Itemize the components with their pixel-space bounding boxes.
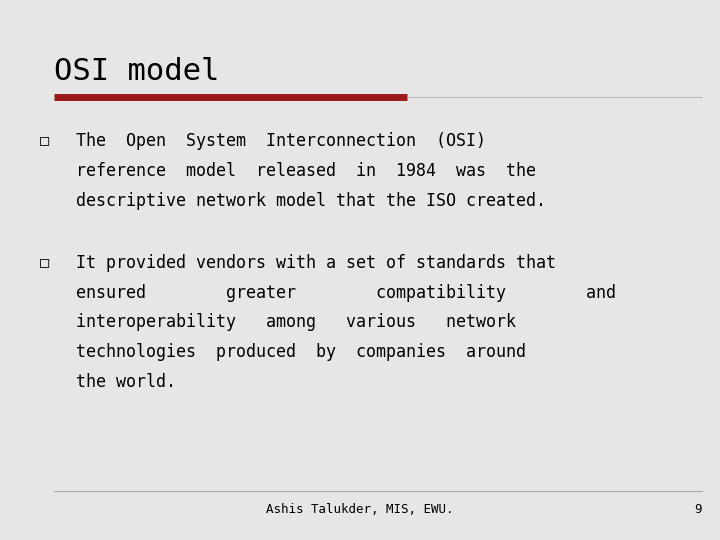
Text: 9: 9: [695, 503, 702, 516]
Text: the world.: the world.: [76, 373, 176, 390]
Text: ensured        greater        compatibility        and: ensured greater compatibility and: [76, 284, 616, 301]
Text: □: □: [40, 254, 49, 269]
Text: reference  model  released  in  1984  was  the: reference model released in 1984 was the: [76, 162, 536, 180]
Text: It provided vendors with a set of standards that: It provided vendors with a set of standa…: [76, 254, 556, 272]
Text: OSI model: OSI model: [54, 57, 220, 86]
Text: The  Open  System  Interconnection  (OSI): The Open System Interconnection (OSI): [76, 132, 485, 150]
Text: □: □: [40, 132, 49, 147]
Text: technologies  produced  by  companies  around: technologies produced by companies aroun…: [76, 343, 526, 361]
Text: descriptive network model that the ISO created.: descriptive network model that the ISO c…: [76, 192, 546, 210]
Text: Ashis Talukder, MIS, EWU.: Ashis Talukder, MIS, EWU.: [266, 503, 454, 516]
Text: interoperability   among   various   network: interoperability among various network: [76, 313, 516, 331]
